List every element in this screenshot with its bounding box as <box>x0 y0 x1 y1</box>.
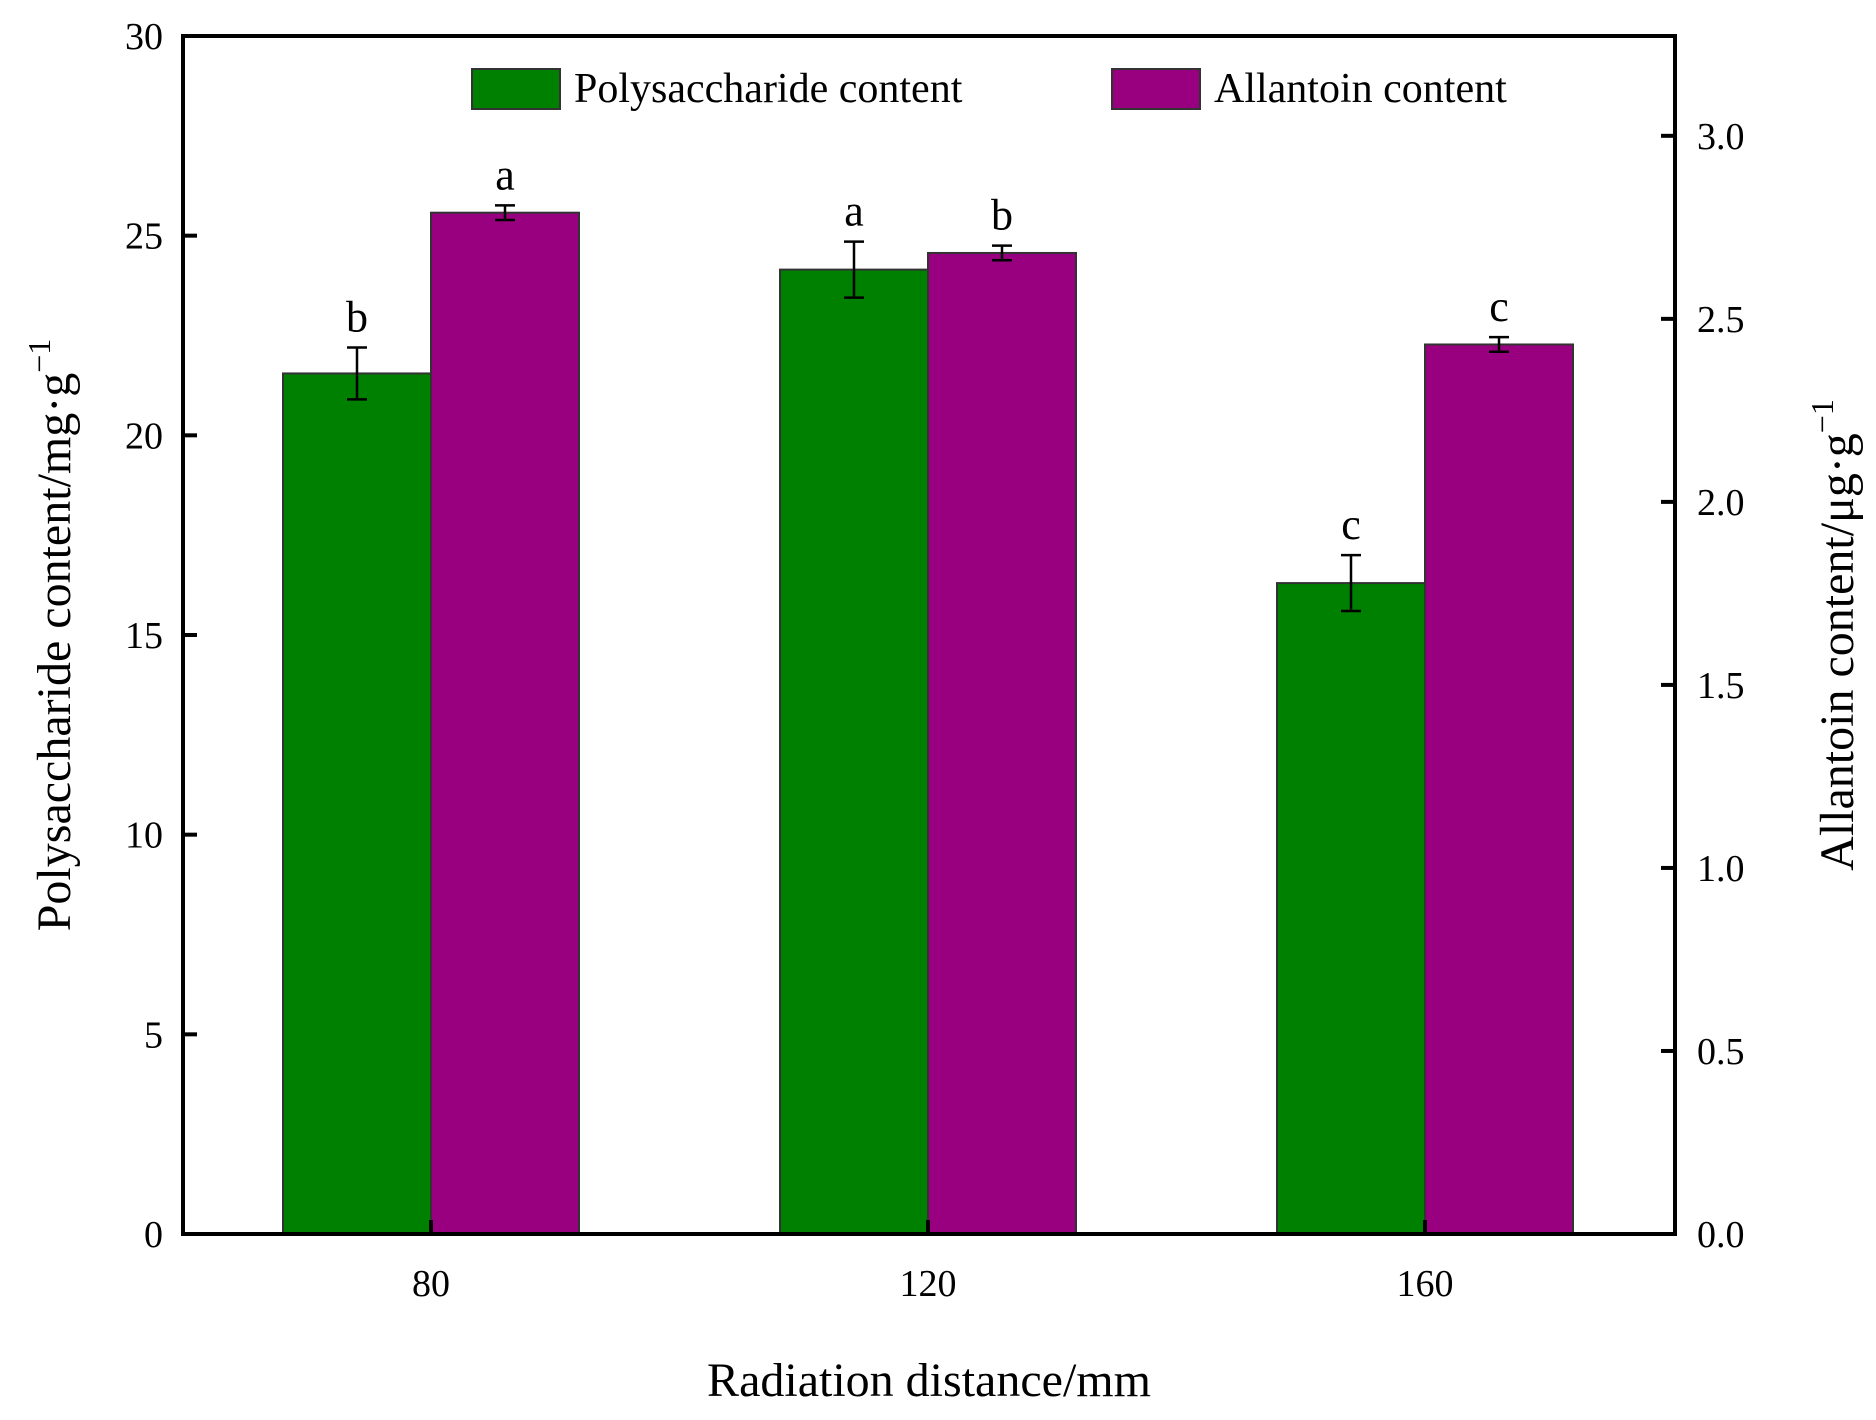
significance-labels-layer: b a c a b c <box>346 150 1509 549</box>
y-axis-title-superscript: −1 <box>21 339 57 373</box>
y-axis-title: Polysaccharide content/mg·g−1 <box>21 339 81 932</box>
y2-axis-title: Allantoin content/μg·g−1 <box>1804 399 1864 871</box>
right-axis-tick-label: 0.0 <box>1697 1214 1745 1256</box>
legend-swatch <box>1111 68 1201 110</box>
y2-axis-title-superscript: −1 <box>1804 399 1840 433</box>
x-axis-title: Radiation distance/mm <box>707 1354 1151 1407</box>
right-axis-tick-label: 1.0 <box>1697 848 1745 890</box>
x-axis: 80 120 160 <box>412 1220 1454 1305</box>
legend-label: Polysaccharide content <box>574 66 963 112</box>
right-axis-tick-label: 3.0 <box>1697 116 1745 158</box>
legend: Polysaccharide content Allantoin content <box>471 66 1507 112</box>
right-axis-tick-label: 2.0 <box>1697 482 1745 524</box>
significance-label: a <box>844 187 864 236</box>
legend-label: Allantoin content <box>1214 66 1507 112</box>
bar <box>927 251 1077 1235</box>
left-axis-tick-label: 15 <box>125 615 163 657</box>
y-axis-title-text: Polysaccharide content/mg·g <box>28 373 81 932</box>
y2-axis-title-text: Allantoin content/μg·g <box>1811 433 1864 871</box>
significance-label: c <box>1341 500 1361 549</box>
bar <box>282 372 432 1236</box>
bars-layer <box>282 211 1574 1236</box>
left-axis-tick-label: 20 <box>125 415 163 457</box>
bar <box>1276 582 1426 1235</box>
significance-label: a <box>495 150 515 199</box>
bar <box>1424 343 1574 1235</box>
left-axis-tick-label: 10 <box>125 815 163 857</box>
error-bars-layer <box>347 204 1509 613</box>
significance-label: b <box>991 191 1013 240</box>
bar <box>430 211 580 1236</box>
legend-swatch <box>471 68 561 110</box>
left-axis-tick-label: 0 <box>144 1214 163 1256</box>
significance-label: b <box>346 292 368 341</box>
x-axis-tick-label: 80 <box>412 1263 450 1305</box>
left-axis-tick-label: 30 <box>125 16 163 58</box>
x-axis-tick-label: 120 <box>900 1263 957 1305</box>
right-axis-tick-label: 1.5 <box>1697 665 1745 707</box>
left-axis-tick-label: 5 <box>144 1014 163 1056</box>
right-axis: 0.0 0.5 1.0 1.5 2.0 2.5 3.0 <box>1661 116 1745 1256</box>
significance-label: c <box>1489 282 1509 331</box>
right-axis-tick-label: 0.5 <box>1697 1031 1745 1073</box>
x-axis-tick-label: 160 <box>1397 1263 1454 1305</box>
bar <box>779 268 929 1235</box>
right-axis-tick-label: 2.5 <box>1697 299 1745 341</box>
left-axis: 0 5 10 15 20 25 30 <box>125 16 197 1256</box>
left-axis-tick-label: 25 <box>125 216 163 258</box>
